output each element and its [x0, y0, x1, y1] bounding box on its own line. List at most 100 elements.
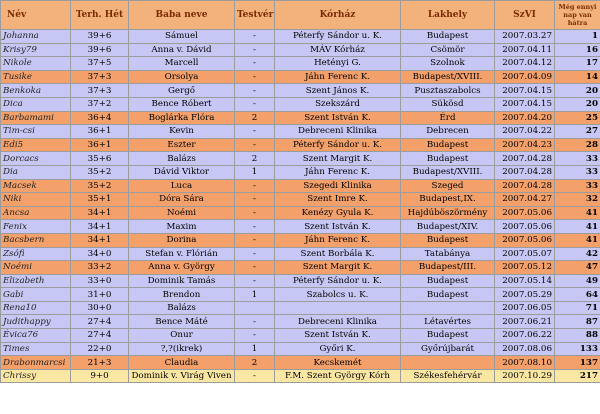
cell-days-left: 87 — [554, 314, 600, 330]
cell-days-left: 41 — [554, 205, 600, 221]
cell-testver: - — [234, 246, 275, 262]
cell-baba-neve: Sámuel — [128, 29, 235, 44]
cell-lakhely: Csömör — [400, 42, 495, 58]
cell-lakhely: Tatabánya — [400, 246, 495, 262]
cell-days-left: 32 — [554, 192, 600, 207]
table-row: Niki 35+1 Dóra Sára - Szent Imre K. Budapest,… — [0, 192, 600, 207]
cell-baba-neve: Kevin — [128, 124, 235, 139]
cell-korhaz: Péterfy Sándor u. K. — [274, 273, 401, 289]
cell-testver: - — [234, 42, 275, 58]
cell-nev: Rena10 — [0, 300, 71, 316]
cell-days-left: 14 — [554, 69, 600, 85]
cell-lakhely: Budapest/XVIII. — [400, 69, 495, 85]
cell-terh-het: 27+4 — [70, 314, 129, 330]
cell-korhaz: Szent István K. — [274, 110, 401, 126]
cell-terh-het: 35+6 — [70, 151, 129, 166]
cell-nev: Krisy79 — [0, 42, 71, 58]
cell-terh-het: 37+3 — [70, 69, 129, 85]
cell-testver: 2 — [234, 110, 275, 126]
cell-lakhely: Érd — [400, 110, 495, 126]
cell-testver: - — [234, 328, 275, 343]
cell-terh-het: 37+3 — [70, 83, 129, 98]
cell-lakhely: Budapest,IX. — [400, 192, 495, 207]
table-row: Johanna 39+6 Sámuel - Péterfy Sándor u. K. Bu… — [0, 29, 600, 44]
table-row: Times 22+0 ?,?(ikrek) 1 Győri K. Győrújbarát 2… — [0, 341, 600, 357]
cell-szvi: 2007.05.07 — [494, 246, 555, 262]
header-lakhely: Lakhely — [400, 0, 495, 30]
cell-baba-neve: Dávid Viktor — [128, 164, 235, 180]
cell-testver: - — [234, 56, 275, 71]
cell-nev: Niki — [0, 192, 71, 207]
cell-terh-het: 27+4 — [70, 328, 129, 343]
cell-baba-neve: Maxim — [128, 219, 235, 234]
cell-korhaz: Kenézy Gyula K. — [274, 205, 401, 221]
cell-days-left: 41 — [554, 232, 600, 248]
due-dates-table: Név Terh. Hét Baba neve Testvér Kórház L… — [0, 0, 600, 384]
table-body: Johanna 39+6 Sámuel - Péterfy Sándor u. K. Bu… — [0, 29, 600, 384]
cell-nev: Gabi — [0, 287, 71, 302]
cell-terh-het: 36+1 — [70, 124, 129, 139]
cell-szvi: 2007.04.22 — [494, 124, 555, 139]
cell-days-left: 88 — [554, 328, 600, 343]
cell-korhaz: Debreceni Klinika — [274, 124, 401, 139]
cell-szvi: 2007.05.29 — [494, 287, 555, 302]
cell-nev: Johanna — [0, 29, 71, 44]
cell-terh-het: 36+4 — [70, 110, 129, 126]
cell-baba-neve: Luca — [128, 178, 235, 194]
table-row: Ancsa 34+1 Noémi - Kenézy Gyula K. Hajdúböszö… — [0, 205, 600, 221]
cell-testver: - — [234, 219, 275, 234]
cell-szvi: 2007.06.22 — [494, 328, 555, 343]
cell-szvi: 2007.08.06 — [494, 341, 555, 357]
cell-testver: - — [234, 137, 275, 153]
cell-lakhely: Szolnok — [400, 56, 495, 71]
cell-korhaz — [274, 300, 401, 316]
cell-baba-neve: Orsolya — [128, 69, 235, 85]
cell-korhaz: MÁV Kórház — [274, 42, 401, 58]
cell-lakhely: Pusztaszabolcs — [400, 83, 495, 98]
cell-days-left: 71 — [554, 300, 600, 316]
cell-lakhely: Budapest — [400, 232, 495, 248]
cell-szvi: 2007.04.15 — [494, 96, 555, 112]
cell-baba-neve: Bence Róbert — [128, 96, 235, 112]
cell-terh-het: 34+0 — [70, 246, 129, 262]
cell-days-left: 16 — [554, 42, 600, 58]
table-row: Dorcacs 35+6 Balázs 2 Szent Margit K. Budapes… — [0, 151, 600, 166]
cell-baba-neve: Dorina — [128, 232, 235, 248]
cell-szvi: 2007.03.27 — [494, 29, 555, 44]
cell-szvi: 2007.06.05 — [494, 300, 555, 316]
cell-baba-neve: Balázs — [128, 300, 235, 316]
header-nev: Név — [0, 0, 71, 30]
cell-korhaz: Szent István K. — [274, 219, 401, 234]
cell-nev: Edi5 — [0, 137, 71, 153]
table-row: Bacsbern 34+1 Dorina - Jáhn Ferenc K. Budapes… — [0, 232, 600, 248]
cell-szvi: 2007.05.14 — [494, 273, 555, 289]
cell-korhaz: F.M. Szent György Kórh — [274, 368, 401, 384]
cell-korhaz: Jáhn Ferenc K. — [274, 232, 401, 248]
cell-korhaz: Debreceni Klinika — [274, 314, 401, 330]
cell-lakhely: Székesfehérvár — [400, 368, 495, 384]
cell-testver: - — [234, 29, 275, 44]
cell-lakhely: Győrújbarát — [400, 341, 495, 357]
table-row: Drabonmarcsi 21+3 Claudia 2 Kecskemét 2007.08… — [0, 355, 600, 370]
cell-days-left: 27 — [554, 124, 600, 139]
cell-nev: Nikole — [0, 56, 71, 71]
cell-testver: - — [234, 69, 275, 85]
cell-terh-het: 37+5 — [70, 56, 129, 71]
cell-baba-neve: ?,?(ikrek) — [128, 341, 235, 357]
header-terh-het: Terh. Hét — [70, 0, 129, 30]
cell-testver: - — [234, 178, 275, 194]
header-days-left: Még ennyi nap van hátra — [554, 0, 600, 30]
cell-korhaz: Szent Margit K. — [274, 151, 401, 166]
cell-days-left: 1 — [554, 29, 600, 44]
cell-days-left: 33 — [554, 151, 600, 166]
cell-baba-neve: Noémi — [128, 205, 235, 221]
cell-nev: Benkoka — [0, 83, 71, 98]
cell-lakhely: Budapest — [400, 328, 495, 343]
table-row: Elizabeth 33+0 Dominik Tamás - Péterfy Sándo… — [0, 273, 600, 289]
cell-korhaz: Szent János K. — [274, 83, 401, 98]
cell-days-left: 20 — [554, 96, 600, 112]
cell-lakhely: Debrecen — [400, 124, 495, 139]
table-row: Évica76 27+4 Onur - Szent István K. Budapest 2… — [0, 328, 600, 343]
cell-nev: Tim-csi — [0, 124, 71, 139]
cell-lakhely: Budapest — [400, 137, 495, 153]
